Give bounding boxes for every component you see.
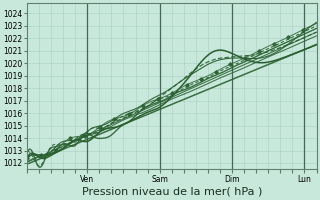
X-axis label: Pression niveau de la mer( hPa ): Pression niveau de la mer( hPa ) [82,187,262,197]
